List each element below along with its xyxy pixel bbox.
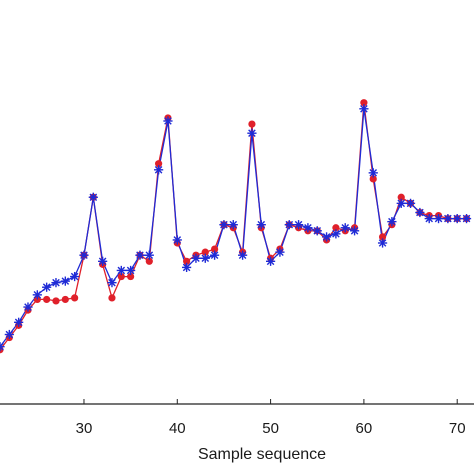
- data-point: [43, 295, 51, 304]
- data-point: [369, 175, 377, 183]
- data-point: [424, 214, 434, 224]
- data-point: [284, 220, 294, 230]
- data-point: [163, 116, 173, 126]
- data-point: [256, 220, 266, 230]
- data-point: [145, 257, 153, 265]
- data-point: [368, 168, 378, 178]
- data-point: [42, 282, 52, 292]
- data-point: [349, 226, 360, 236]
- x-tick-label: 60: [356, 420, 373, 437]
- data-point: [331, 229, 341, 239]
- data-point: [191, 253, 201, 263]
- data-point: [70, 271, 80, 282]
- data-point: [359, 104, 369, 114]
- data-point: [461, 214, 472, 224]
- data-point: [210, 250, 220, 260]
- data-point: [23, 302, 33, 312]
- data-point: [237, 250, 248, 260]
- data-point: [117, 272, 125, 281]
- x-tick-label: 50: [262, 420, 279, 437]
- data-point: [183, 257, 191, 265]
- x-tick-label: 30: [76, 420, 93, 437]
- data-point: [79, 250, 89, 260]
- data-point: [182, 262, 192, 272]
- data-point: [378, 233, 387, 241]
- data-point: [154, 165, 164, 175]
- data-point: [303, 223, 313, 233]
- data-point: [321, 232, 332, 242]
- series-markers: [0, 99, 472, 354]
- data-point: [71, 294, 79, 302]
- data-point: [332, 224, 340, 232]
- data-point: [88, 192, 98, 202]
- data-point: [396, 198, 406, 208]
- data-point: [377, 238, 388, 248]
- data-point: [172, 235, 182, 245]
- data-point: [293, 220, 304, 230]
- data-point: [52, 297, 60, 305]
- data-point: [14, 317, 24, 327]
- data-point: [433, 214, 444, 224]
- data-point: [201, 248, 209, 256]
- data-point: [397, 193, 405, 201]
- data-point: [155, 160, 163, 168]
- data-point: [211, 245, 219, 253]
- data-point: [32, 290, 42, 300]
- data-point: [415, 207, 425, 218]
- x-tick-label: 40: [169, 420, 186, 437]
- x-tick-label: 70: [449, 420, 466, 437]
- data-point: [127, 272, 135, 281]
- data-point: [107, 278, 117, 288]
- data-point: [98, 256, 108, 266]
- data-point: [60, 276, 70, 286]
- data-point: [126, 265, 136, 276]
- chart-axes: [0, 399, 474, 405]
- data-point: [51, 278, 61, 288]
- data-point: [247, 128, 257, 138]
- x-axis-label: Sample sequence: [198, 446, 326, 463]
- data-point: [108, 294, 116, 302]
- data-point: [0, 342, 5, 352]
- x-tick-labels: 30 40 50 60 70: [76, 420, 466, 437]
- data-point: [452, 214, 462, 224]
- data-point: [200, 253, 210, 263]
- data-point: [312, 226, 322, 236]
- data-point: [4, 329, 14, 340]
- data-point: [61, 295, 69, 304]
- data-point: [265, 256, 276, 266]
- data-point: [248, 120, 256, 128]
- data-point: [135, 250, 145, 260]
- data-point: [340, 223, 350, 233]
- data-point: [275, 247, 285, 257]
- data-point: [360, 99, 368, 107]
- data-point: [443, 214, 453, 224]
- data-point: [144, 250, 154, 260]
- data-point: [405, 198, 416, 208]
- data-point: [228, 220, 238, 230]
- data-point: [387, 217, 397, 227]
- data-point: [116, 265, 126, 276]
- data-point: [219, 220, 229, 230]
